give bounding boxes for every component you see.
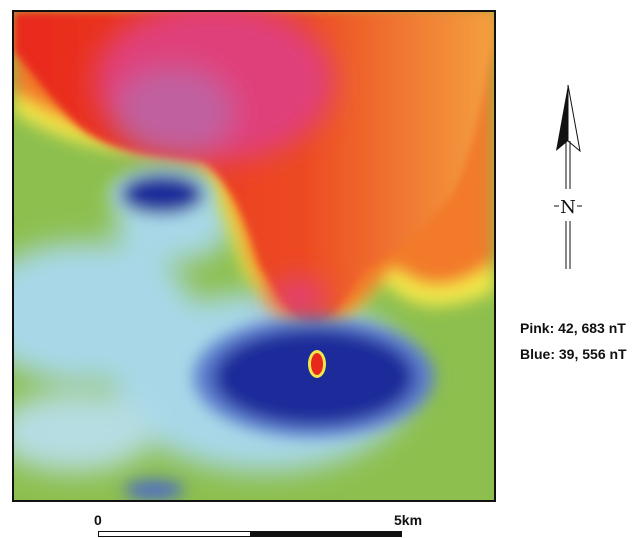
north-label: N xyxy=(560,197,576,218)
anomaly-image xyxy=(14,12,494,500)
dipole-spike xyxy=(308,350,326,378)
scale-bar-white-segment xyxy=(99,532,250,536)
scale-start-label: 0 xyxy=(94,512,102,528)
legend-blue: Blue: 39, 556 nT xyxy=(520,346,627,362)
north-arrow: N xyxy=(554,85,582,269)
scale-bar xyxy=(98,531,402,537)
pink-peak xyxy=(94,12,334,315)
scale-bar-black-segment xyxy=(250,532,401,536)
north-arrow-right-half xyxy=(567,85,581,153)
blue-low-anomalies xyxy=(110,168,434,500)
legend-pink: Pink: 42, 683 nT xyxy=(520,320,626,336)
north-arrow-left-half xyxy=(556,85,568,151)
scale-end-label: 5km xyxy=(394,512,423,528)
magnetic-anomaly-map xyxy=(12,10,496,502)
